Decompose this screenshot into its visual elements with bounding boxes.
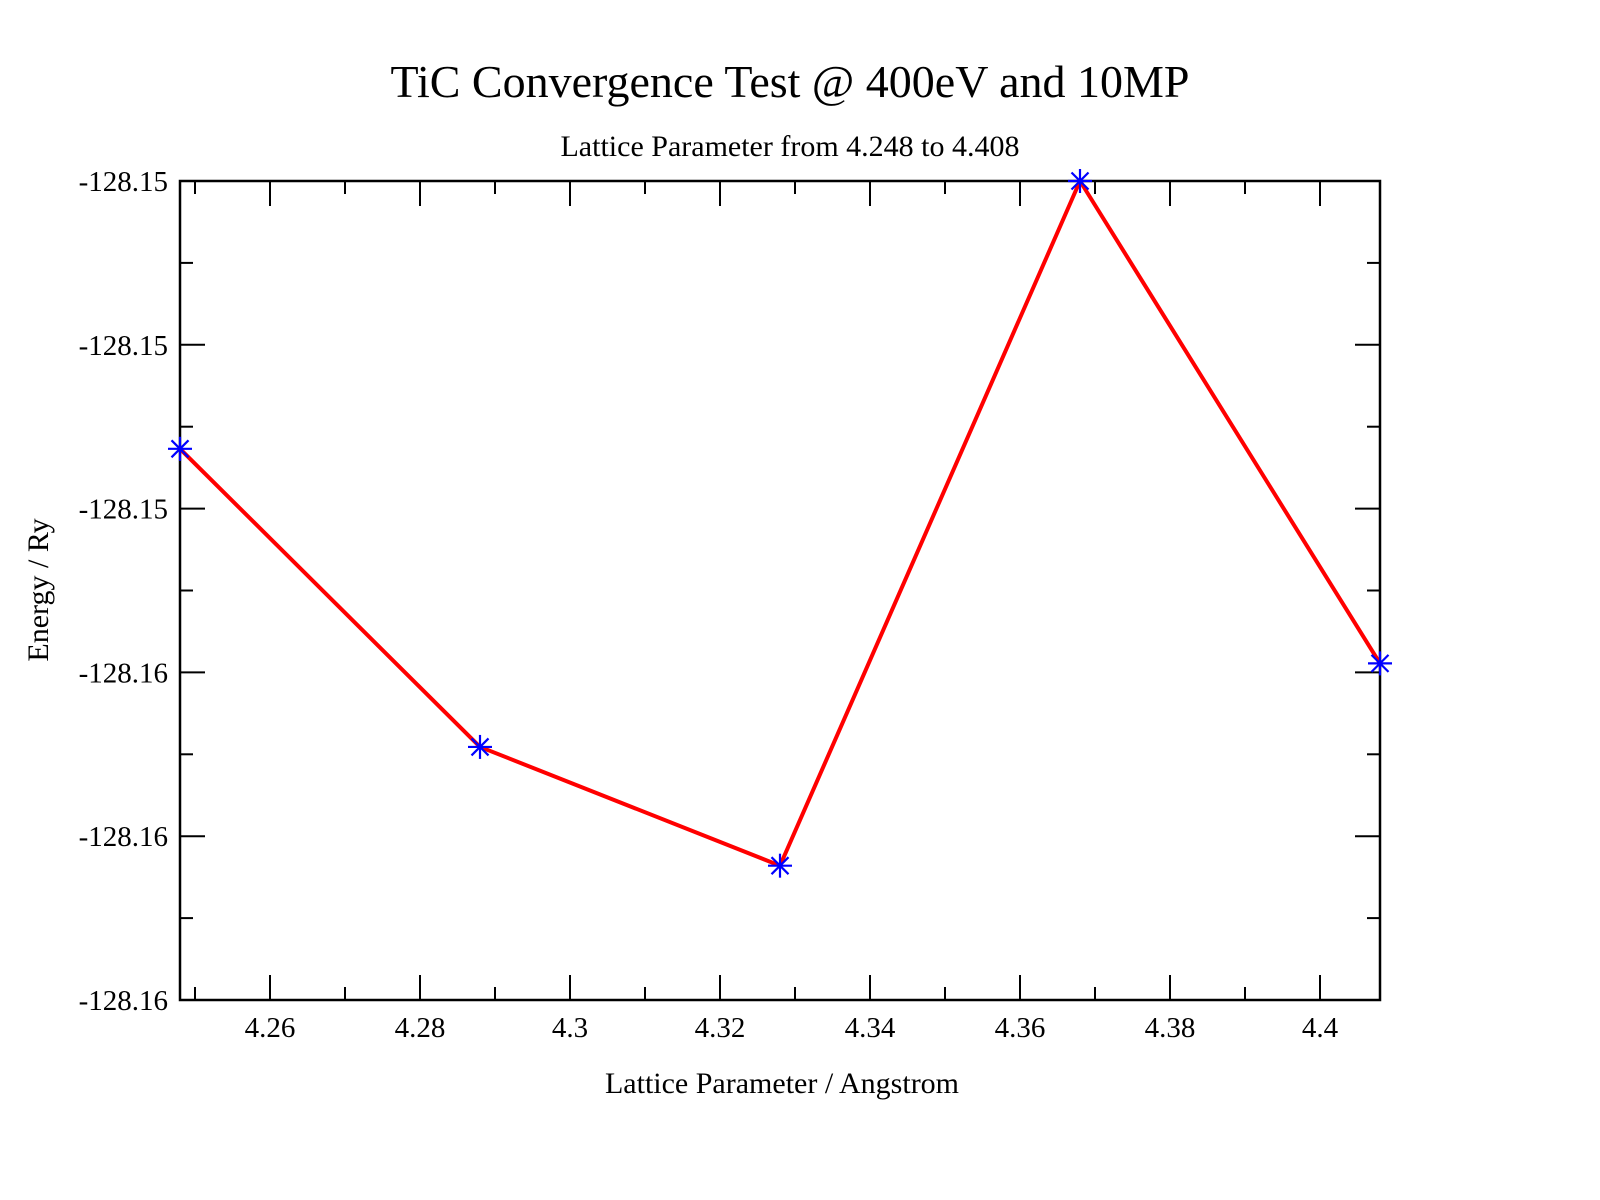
x-tick-label: 4.32 (695, 1012, 746, 1044)
data-point-marker (468, 734, 492, 759)
x-tick-label: 4.38 (1145, 1012, 1196, 1044)
marker-stroke (170, 439, 190, 459)
y-tick-label: -128.15 (79, 166, 168, 198)
x-tick-label: 4.26 (245, 1012, 296, 1044)
marker-stroke (770, 856, 790, 875)
y-axis-label: Energy / Ry (22, 518, 55, 661)
marker-stroke (1070, 171, 1090, 191)
x-tick-label: 4.28 (395, 1012, 446, 1044)
y-tick-label: -128.15 (79, 494, 168, 526)
chart-title: TiC Convergence Test @ 400eV and 10MP (390, 56, 1189, 107)
marker-stroke (470, 737, 490, 757)
y-tick-label: -128.16 (79, 657, 168, 689)
chart-subtitle: Lattice Parameter from 4.248 to 4.408 (560, 130, 1019, 163)
y-tick-label: -128.15 (79, 330, 168, 362)
y-tick-label: -128.16 (79, 985, 168, 1017)
x-tick-label: 4.36 (995, 1012, 1046, 1044)
x-tick-label: 4.34 (845, 1012, 896, 1044)
x-tick-label: 4.4 (1302, 1012, 1339, 1044)
x-axis-label: Lattice Parameter / Angstrom (605, 1067, 959, 1100)
x-tick-label: 4.3 (552, 1012, 588, 1044)
series-line (178, 179, 1382, 868)
data-point-marker (1068, 169, 1092, 193)
data-point-marker (168, 436, 192, 461)
data-point-marker (768, 853, 792, 878)
y-tick-label: -128.16 (79, 821, 168, 853)
marker-stroke (1370, 654, 1390, 673)
data-point-marker (1368, 651, 1392, 676)
